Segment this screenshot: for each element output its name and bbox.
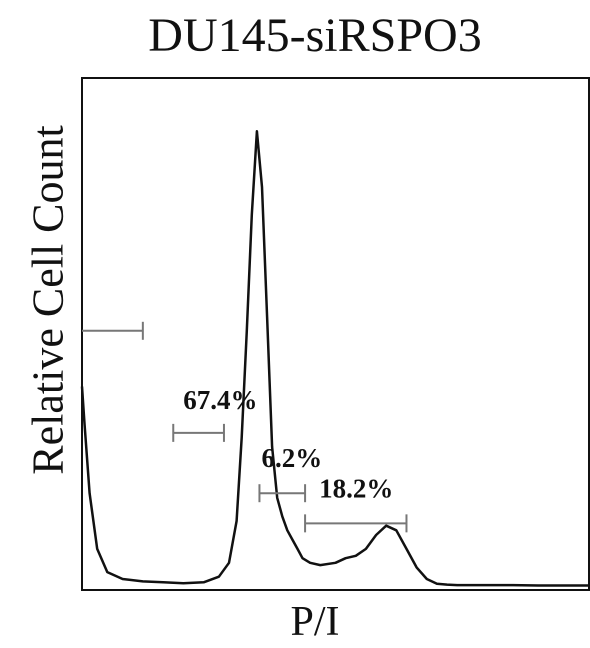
gate-label-3: 18.2% (319, 473, 393, 503)
chart-title: DU145-siRSPO3 (148, 9, 482, 62)
x-axis-label: P/I (290, 599, 340, 645)
histogram-curve (80, 130, 589, 587)
gate-markers: 67.4%6.2%18.2% (82, 321, 408, 533)
gate-label-2: 6.2% (261, 443, 322, 473)
plot-frame (81, 77, 590, 591)
gate-label-1: 67.4% (183, 385, 257, 415)
